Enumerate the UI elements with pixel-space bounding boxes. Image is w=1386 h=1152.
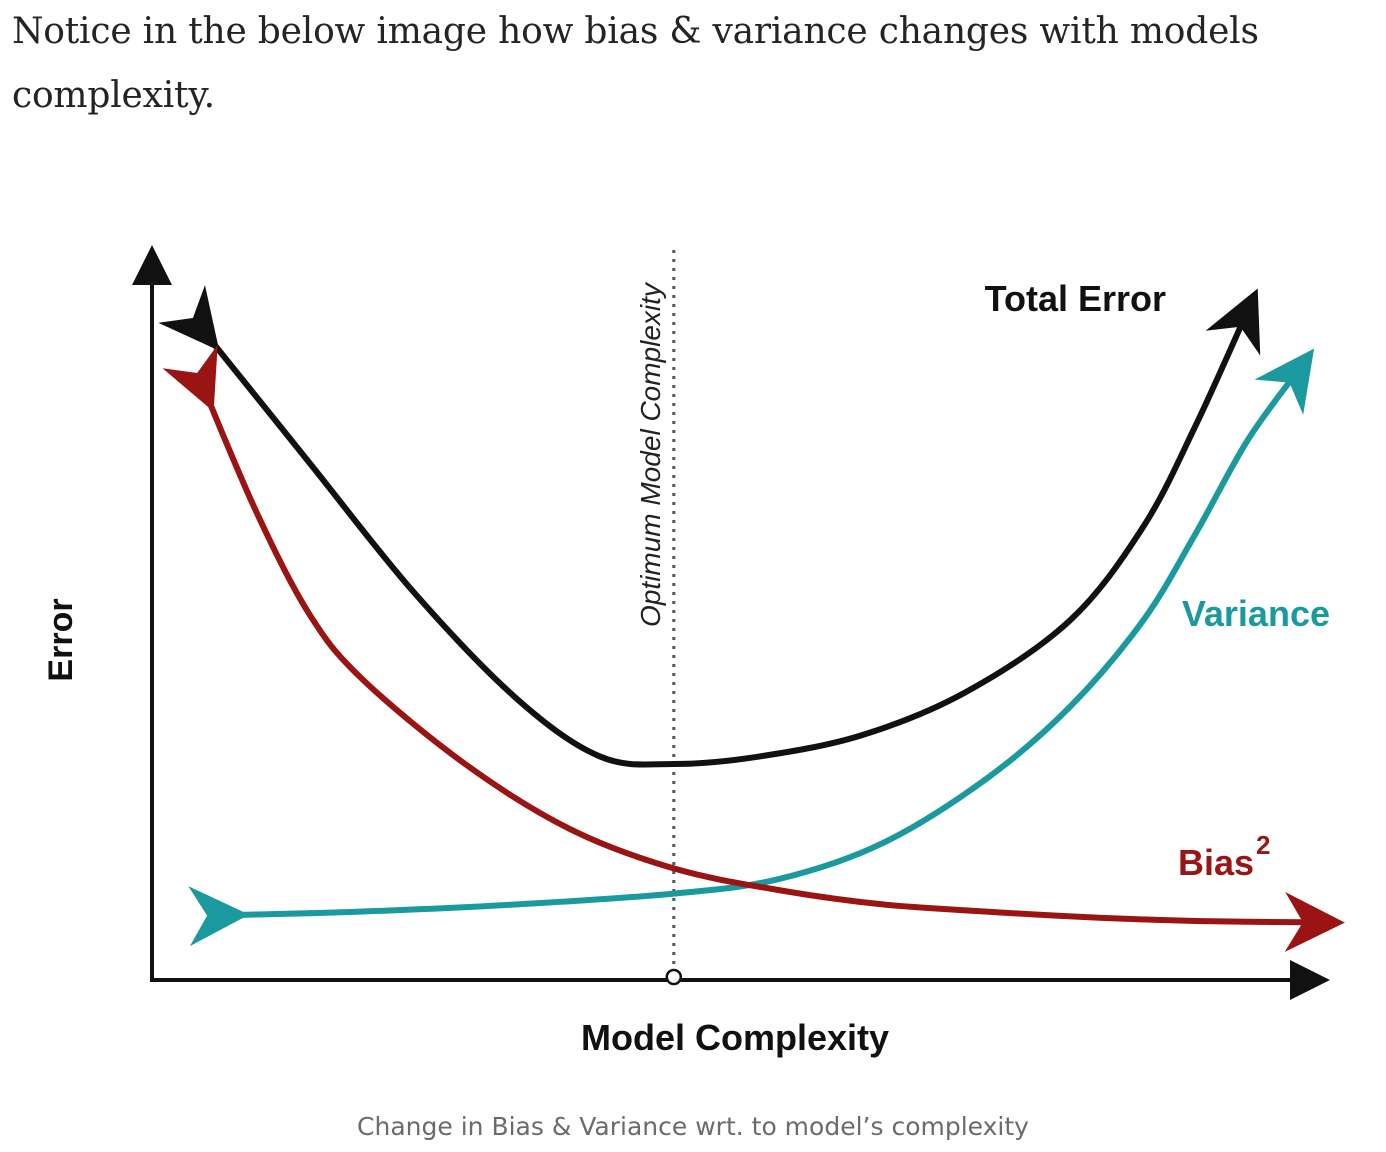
x-axis-label: Model Complexity <box>581 1017 889 1058</box>
bias-variance-figure: Error Model Complexity Optimum Model Com… <box>0 220 1386 1080</box>
intro-paragraph: Notice in the below image how bias & var… <box>12 11 1259 116</box>
total-error-curve <box>158 285 1261 768</box>
figure-caption: Change in Bias & Variance wrt. to model’… <box>357 1112 1029 1141</box>
optimum-complexity-label: Optimum Model Complexity <box>635 281 666 627</box>
bias-squared-curve <box>162 344 1345 953</box>
total-error-label: Total Error <box>985 278 1166 319</box>
y-axis-label: Error <box>42 598 80 681</box>
variance-curve <box>188 348 1315 947</box>
optimum-complexity-marker <box>665 968 683 986</box>
bias-label-text: Bias <box>1178 842 1254 883</box>
variance-label: Variance <box>1182 593 1330 634</box>
bias-squared-label: Bias <box>1178 842 1254 883</box>
bias-superscript: 2 <box>1256 830 1270 860</box>
bias-variance-chart: Error Model Complexity Optimum Model Com… <box>42 245 1345 1058</box>
